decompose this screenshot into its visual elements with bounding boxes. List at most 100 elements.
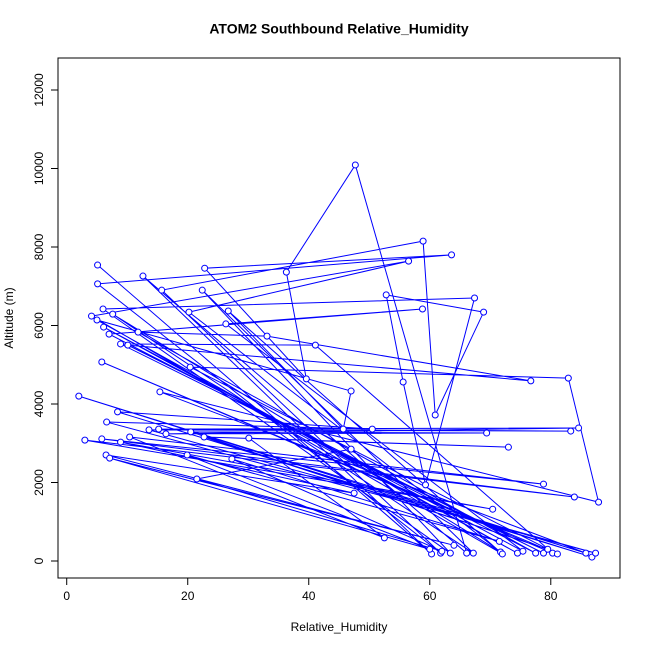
y-tick-label: 4000 — [32, 390, 46, 417]
data-point — [339, 425, 347, 433]
data-point — [544, 545, 552, 553]
data-point — [446, 549, 454, 557]
data-point — [114, 408, 122, 416]
data-point — [106, 454, 114, 462]
data-point — [126, 433, 134, 441]
x-tick-label: 20 — [181, 589, 195, 603]
x-tick-label: 60 — [423, 589, 437, 603]
x-tick-label: 0 — [63, 589, 70, 603]
data-point — [495, 537, 503, 545]
data-point — [139, 272, 147, 280]
data-point — [527, 377, 535, 385]
data-point — [224, 307, 232, 315]
data-point — [489, 505, 497, 513]
data-point — [405, 257, 413, 265]
data-point — [540, 480, 548, 488]
x-axis-label: Relative_Humidity — [291, 620, 388, 634]
data-point — [117, 438, 125, 446]
data-point — [426, 545, 434, 553]
data-point — [582, 549, 590, 557]
y-tick-label: 0 — [32, 557, 46, 564]
data-point — [263, 332, 271, 340]
data-point — [75, 392, 83, 400]
data-point — [187, 428, 195, 436]
data-point — [88, 312, 96, 320]
data-point — [183, 451, 191, 459]
data-point — [94, 261, 102, 269]
data-point — [422, 481, 430, 489]
data-point — [463, 549, 471, 557]
y-tick-label: 10000 — [32, 151, 46, 185]
data-point — [105, 330, 113, 338]
data-point — [186, 363, 194, 371]
data-point — [245, 434, 253, 442]
data-point — [368, 425, 376, 433]
data-point — [382, 291, 390, 299]
data-point — [347, 445, 355, 453]
data-point — [200, 433, 208, 441]
data-point — [498, 550, 506, 558]
data-point — [595, 498, 603, 506]
data-point — [94, 280, 102, 288]
data-point — [575, 424, 583, 432]
data-point — [540, 549, 548, 557]
data-point — [98, 358, 106, 366]
data-point — [201, 264, 209, 272]
data-point — [483, 429, 491, 437]
data-point — [117, 340, 125, 348]
data-point — [302, 375, 310, 383]
y-tick-label: 12000 — [32, 73, 46, 107]
data-point — [431, 411, 439, 419]
data-point — [222, 320, 230, 328]
y-tick-label: 6000 — [32, 312, 46, 339]
data-point — [480, 308, 488, 316]
data-point — [81, 436, 89, 444]
data-point — [134, 328, 142, 336]
data-point — [228, 455, 236, 463]
data-point — [450, 541, 458, 549]
data-point — [448, 251, 456, 259]
data-point — [145, 426, 153, 434]
data-point — [504, 443, 512, 451]
data-point — [100, 323, 108, 331]
data-point — [519, 547, 527, 555]
data-point — [156, 388, 164, 396]
data-point — [103, 418, 111, 426]
y-tick-label: 2000 — [32, 469, 46, 496]
data-point — [193, 475, 201, 483]
data-point — [438, 547, 446, 555]
data-point — [98, 435, 106, 443]
data-point — [567, 427, 575, 435]
data-point — [419, 305, 427, 313]
data-point — [469, 549, 477, 557]
x-tick-label: 80 — [544, 589, 558, 603]
data-point — [198, 286, 206, 294]
data-point — [185, 308, 193, 316]
data-point — [399, 378, 407, 386]
y-axis-label: Altitude (m) — [2, 287, 16, 348]
data-point — [155, 425, 163, 433]
data-point — [282, 268, 290, 276]
data-point — [124, 341, 132, 349]
data-point — [380, 534, 388, 542]
data-point — [553, 550, 561, 558]
data-point — [162, 430, 170, 438]
data-point — [99, 305, 107, 313]
data-point — [564, 374, 572, 382]
chart-title: ATOM2 Southbound Relative_Humidity — [209, 21, 468, 37]
data-point — [109, 310, 117, 318]
data-point — [471, 294, 479, 302]
data-point — [592, 549, 600, 557]
data-point — [158, 286, 166, 294]
y-tick-label: 8000 — [32, 233, 46, 260]
data-point — [311, 341, 319, 349]
data-point — [570, 493, 578, 501]
data-point — [93, 316, 101, 324]
plot-frame — [57, 57, 621, 579]
data-point — [350, 489, 358, 497]
data-point — [347, 387, 355, 395]
data-point — [532, 549, 540, 557]
x-tick-label: 40 — [302, 589, 316, 603]
data-point — [351, 161, 359, 169]
